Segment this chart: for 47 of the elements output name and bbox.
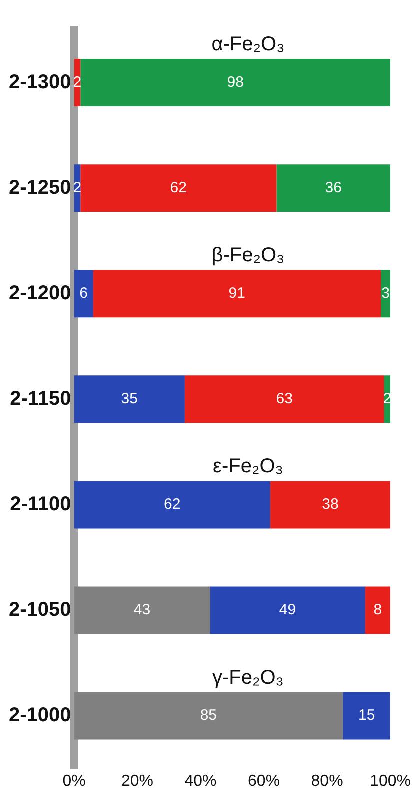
data-label: 3 bbox=[382, 285, 390, 302]
bar bbox=[276, 164, 391, 212]
data-label: 35 bbox=[121, 390, 138, 408]
y-tick-label: 2-1200 bbox=[8, 282, 72, 304]
data-label: 43 bbox=[134, 602, 151, 619]
y-tick-label: 2-1100 bbox=[10, 493, 72, 516]
x-tick-label: 40% bbox=[184, 772, 217, 790]
bar bbox=[80, 164, 277, 212]
data-label: 36 bbox=[325, 179, 342, 196]
series-label: γ-Fe₂O₃ bbox=[212, 666, 284, 689]
bar bbox=[74, 692, 344, 740]
bar bbox=[74, 270, 94, 318]
bar bbox=[365, 586, 391, 634]
x-tick-label: 80% bbox=[311, 772, 344, 790]
data-label: 49 bbox=[279, 602, 296, 619]
y-tick-label: 2-1000 bbox=[8, 704, 72, 727]
bar bbox=[343, 692, 391, 740]
bar bbox=[381, 270, 391, 318]
data-label: 15 bbox=[358, 707, 376, 724]
data-label: 62 bbox=[164, 496, 181, 514]
y-tick-label: 2-1050 bbox=[8, 599, 72, 621]
x-tick-label: 20% bbox=[122, 772, 154, 790]
y-tick-label: 2-1250 bbox=[8, 176, 72, 199]
bar bbox=[74, 376, 185, 424]
data-label: 98 bbox=[227, 74, 244, 91]
x-tick-label: 0% bbox=[62, 772, 86, 790]
bar bbox=[74, 586, 210, 634]
bar bbox=[93, 270, 382, 318]
series-label: α-Fe₂O₃ bbox=[212, 34, 285, 56]
x-tick-label: 60% bbox=[248, 772, 280, 790]
y-tick-label: 2-1300 bbox=[8, 71, 72, 94]
data-label: 38 bbox=[322, 496, 339, 514]
data-label: 91 bbox=[228, 285, 246, 302]
y-tick-label: 2-1150 bbox=[10, 388, 72, 410]
series-label: β-Fe₂O₃ bbox=[212, 244, 285, 267]
series-label: ε-Fe₂O₃ bbox=[213, 456, 284, 478]
data-label: 62 bbox=[170, 179, 187, 196]
data-label: 8 bbox=[374, 602, 382, 619]
bar bbox=[270, 481, 391, 529]
bar bbox=[74, 481, 270, 529]
bar bbox=[210, 586, 366, 634]
bar bbox=[184, 376, 384, 424]
data-label: 6 bbox=[80, 285, 88, 302]
x-tick-label: 100% bbox=[370, 772, 411, 790]
data-label: 63 bbox=[276, 390, 293, 408]
data-label: 85 bbox=[200, 707, 218, 724]
bar bbox=[80, 59, 391, 107]
